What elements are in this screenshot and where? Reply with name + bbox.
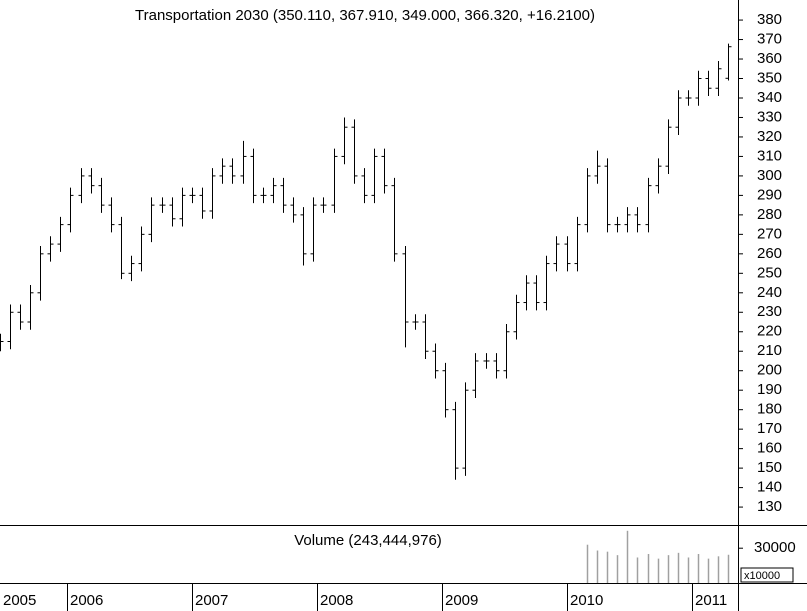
multiplier-box — [740, 567, 794, 583]
y-tick-label: 200 — [757, 362, 782, 379]
volume-multiplier: x10000 — [744, 570, 780, 582]
y-tick-label: 300 — [757, 167, 782, 184]
y-tick-label: 230 — [757, 303, 782, 320]
x-tick-label: 2008 — [320, 592, 353, 609]
y-tick-label: 290 — [757, 186, 782, 203]
y-tick-label: 130 — [757, 498, 782, 515]
chart-title: Transportation 2030 (350.110, 367.910, 3… — [135, 7, 595, 24]
x-tick-label: 2010 — [570, 592, 603, 609]
y-tick-label: 30000 — [754, 539, 796, 556]
y-tick-label: 180 — [757, 401, 782, 418]
y-tick-label: 320 — [757, 128, 782, 145]
y-tick-label: 380 — [757, 11, 782, 28]
y-tick-label: 280 — [757, 206, 782, 223]
y-tick-label: 260 — [757, 245, 782, 262]
x-tick-label: 2005 — [3, 592, 36, 609]
y-tick-label: 210 — [757, 342, 782, 359]
x-tick-label: 2006 — [70, 592, 103, 609]
y-tick-label: 170 — [757, 420, 782, 437]
y-tick-label: 190 — [757, 381, 782, 398]
y-tick-label: 240 — [757, 284, 782, 301]
y-tick-label: 270 — [757, 225, 782, 242]
y-tick-label: 310 — [757, 147, 782, 164]
y-tick-label: 150 — [757, 459, 782, 476]
y-tick-label: 370 — [757, 31, 782, 48]
y-tick-label: 250 — [757, 264, 782, 281]
y-tick-label: 350 — [757, 69, 782, 86]
x-tick-label: 2009 — [445, 592, 478, 609]
volume-title: Volume (243,444,976) — [294, 532, 442, 549]
y-tick-label: 340 — [757, 89, 782, 106]
y-tick-label: 160 — [757, 440, 782, 457]
x-tick-label: 2011 — [695, 592, 727, 609]
y-tick-label: 220 — [757, 323, 782, 340]
x-tick-label: 2007 — [195, 592, 228, 609]
y-tick-label: 360 — [757, 50, 782, 67]
y-tick-label: 140 — [757, 479, 782, 496]
y-tick-label: 330 — [757, 108, 782, 125]
